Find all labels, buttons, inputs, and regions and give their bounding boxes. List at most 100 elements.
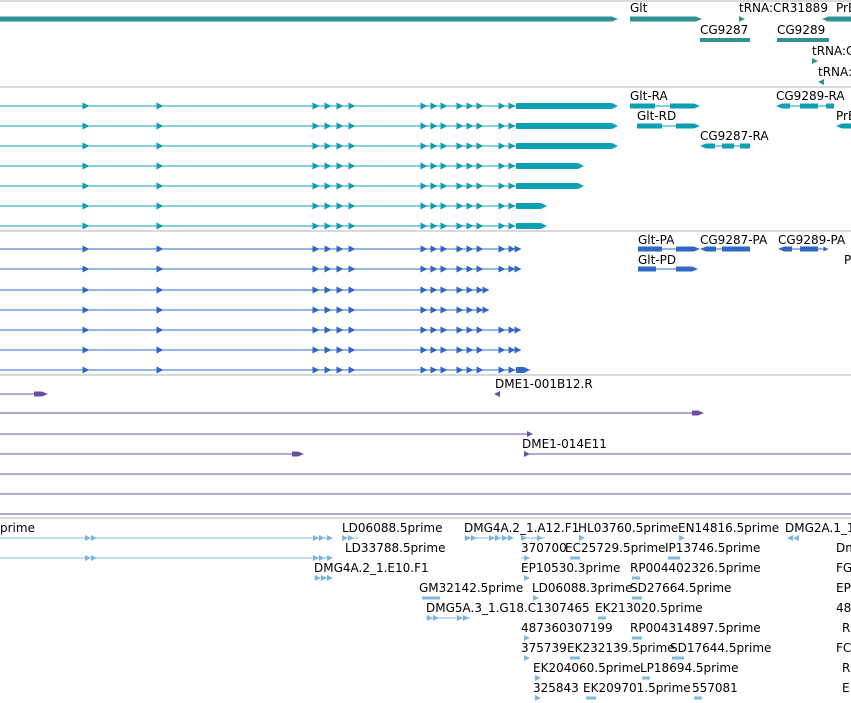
strand-arrow <box>348 366 356 374</box>
est-label[interactable]: EK232139.5prime <box>567 641 675 655</box>
est-label[interactable]: R <box>842 621 850 635</box>
est-label[interactable]: LP18694.5prime <box>640 661 739 675</box>
strand-arrow <box>508 182 516 190</box>
est-label[interactable]: E <box>842 681 850 695</box>
exon-box <box>800 246 818 252</box>
strand-arrow <box>440 182 448 190</box>
est-label[interactable]: RP004402326.5prime <box>630 561 761 575</box>
est-label[interactable]: EC25729.5prime <box>565 541 666 555</box>
strand-arrow <box>420 142 428 150</box>
strand-arrow <box>430 182 438 190</box>
est-label[interactable]: 48 <box>836 601 851 615</box>
est-label[interactable]: R <box>842 661 850 675</box>
protein-label[interactable]: Glt-PD <box>638 253 676 267</box>
est-label[interactable]: SD17644.5prime <box>670 641 771 655</box>
est-label[interactable]: LD06088.3prime <box>532 581 633 595</box>
strand-arrow <box>739 16 745 22</box>
strand-arrow <box>812 58 818 64</box>
transcript-label[interactable]: Glt-RA <box>630 89 669 103</box>
est-label[interactable]: HL03760.5prime <box>578 521 678 535</box>
strand-arrow <box>312 326 320 334</box>
exon-box <box>632 596 642 600</box>
strand-arrow <box>430 222 438 230</box>
est-label[interactable]: DMG5A.3_1.G18.C1307465 <box>426 601 590 615</box>
exon-box <box>668 556 680 560</box>
exon-box <box>637 123 662 129</box>
strand-arrow <box>476 202 484 210</box>
gene-prb <box>822 16 851 22</box>
transcript-label[interactable]: PrB <box>836 109 851 123</box>
est-label[interactable]: DMG2A.1_1 <box>785 521 851 535</box>
exon-box <box>632 576 640 580</box>
strand-arrow <box>456 162 464 170</box>
strand-arrow <box>91 535 97 541</box>
strand-arrow <box>456 265 464 273</box>
est-label[interactable]: SD27664.5prime <box>630 581 731 595</box>
strand-arrow <box>466 265 474 273</box>
protein-label[interactable]: CG9289-PA <box>778 233 846 247</box>
est-label[interactable]: LD06088.5prime <box>342 521 443 535</box>
strand-arrow <box>466 202 474 210</box>
gene-label[interactable]: tRNA:CR31889 <box>739 1 828 15</box>
strand-arrow <box>336 245 344 253</box>
est-label[interactable]: LD33788.5prime <box>345 541 446 555</box>
est-label[interactable]: 487360307199 <box>521 621 613 635</box>
est-label[interactable]: 325843 <box>533 681 579 695</box>
est-label[interactable]: 370700 <box>521 541 567 555</box>
est-label[interactable]: EK204060.5prime <box>533 661 641 675</box>
est-label[interactable]: EK209701.5prime <box>583 681 691 695</box>
transcript-label[interactable]: Glt-RD <box>637 109 676 123</box>
strand-arrow <box>327 535 333 541</box>
protein-label[interactable]: CG9287-PA <box>700 233 768 247</box>
est-label[interactable]: prime <box>0 521 35 535</box>
transcript-label[interactable]: CG9289-RA <box>776 89 845 103</box>
est-label[interactable]: IP13746.5prime <box>665 541 760 555</box>
strand-arrow <box>312 366 320 374</box>
gene-label[interactable]: PrB <box>836 1 851 15</box>
est-label[interactable]: GM32142.5prime <box>419 581 523 595</box>
est-label[interactable]: DMG4A.2_1.E10.F1 <box>314 561 429 575</box>
est-label[interactable]: 375739 <box>521 641 567 655</box>
strand-arrow <box>466 245 474 253</box>
est-label[interactable]: EN14816.5prime <box>678 521 779 535</box>
strand-arrow <box>313 535 319 541</box>
est-label[interactable]: EK213020.5prime <box>595 601 703 615</box>
feature-arrow <box>778 246 792 252</box>
transcript-label[interactable]: CG9287-RA <box>700 129 769 143</box>
protein-label[interactable]: Glt-PA <box>638 233 675 247</box>
est-label[interactable]: 557081 <box>692 681 738 695</box>
gene-label[interactable]: tRNA: <box>818 65 851 79</box>
protein-label[interactable]: P <box>844 253 851 267</box>
strand-arrow <box>502 535 508 541</box>
clone-label[interactable]: DME1-014E11 <box>522 437 607 451</box>
strand-arrow <box>312 286 320 294</box>
gene-label[interactable]: Glt <box>630 1 648 15</box>
strand-arrow <box>482 306 490 314</box>
strand-arrow <box>348 122 356 130</box>
est-label[interactable]: DMG4A.2_1.A12.F1 <box>464 521 579 535</box>
strand-arrow <box>327 575 333 581</box>
feature-arrow <box>670 103 700 109</box>
exon-box <box>632 636 642 640</box>
strand-arrow <box>440 222 448 230</box>
strand-arrow <box>430 265 438 273</box>
gene-label[interactable]: tRNA:C <box>812 44 851 58</box>
strand-arrow <box>82 102 90 110</box>
strand-arrow <box>456 142 464 150</box>
strand-arrow <box>463 615 469 621</box>
strand-arrow <box>466 366 474 374</box>
est-label[interactable]: FC <box>836 641 851 655</box>
clone-label[interactable]: DME1-001B12.R <box>495 377 593 391</box>
gene-label[interactable]: CG9289 <box>777 23 825 37</box>
gene-label[interactable]: CG9287 <box>700 23 748 37</box>
est-label[interactable]: EP <box>836 581 851 595</box>
strand-arrow <box>348 182 356 190</box>
est-label[interactable]: FG <box>836 561 851 575</box>
exon-box <box>630 103 655 109</box>
strand-arrow <box>476 366 484 374</box>
strand-arrow <box>524 635 530 641</box>
est-label[interactable]: EP10530.3prime <box>521 561 620 575</box>
feature-arrow <box>700 143 715 149</box>
est-label[interactable]: Dm <box>836 541 851 555</box>
est-label[interactable]: RP004314897.5prime <box>630 621 761 635</box>
